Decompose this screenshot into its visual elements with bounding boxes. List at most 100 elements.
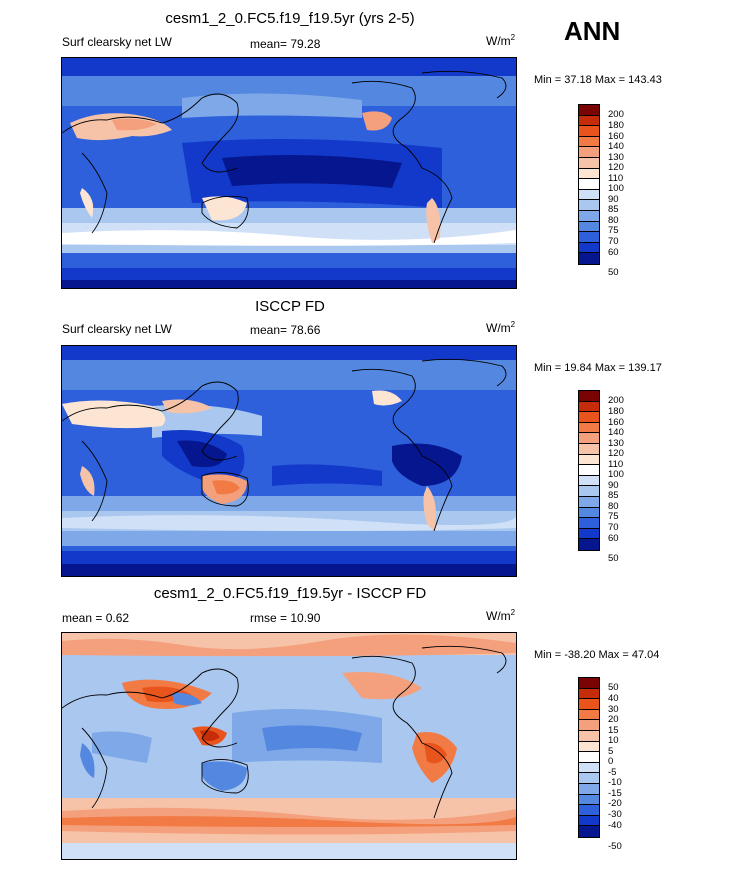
colorbar-swatch: [579, 412, 599, 423]
colorbar-swatch: [579, 433, 599, 444]
panel-2-title: ISCCP FD: [255, 298, 325, 315]
panel-1-units: W/m2: [486, 33, 516, 48]
colorbar-label: 15: [608, 725, 619, 736]
colorbar-swatch: [579, 391, 599, 402]
colorbar-swatch: [579, 147, 599, 158]
colorbar-label: -40: [608, 820, 622, 831]
colorbar-swatch: [579, 794, 599, 806]
colorbar-label: 200: [608, 395, 624, 406]
colorbar-label: 5: [608, 746, 614, 757]
colorbar-label: 10: [608, 735, 619, 746]
panel-1-colorbar: [578, 104, 600, 265]
colorbar-swatch: [579, 507, 599, 519]
colorbar-swatch: [579, 189, 599, 201]
colorbar-label: 130: [608, 438, 624, 449]
panel-3-map: [61, 632, 517, 860]
colorbar-swatch: [579, 401, 599, 413]
colorbar-label: 130: [608, 152, 624, 163]
colorbar-label: 75: [608, 225, 619, 236]
colorbar-label: 160: [608, 131, 624, 142]
colorbar-swatch: [579, 688, 599, 700]
colorbar-swatch: [579, 136, 599, 148]
panel-3-map-field: [62, 633, 516, 859]
panel-2-map: [61, 345, 517, 577]
colorbar-label: 20: [608, 714, 619, 725]
colorbar-label: 40: [608, 693, 619, 704]
colorbar-label: 80: [608, 215, 619, 226]
colorbar-label: 70: [608, 236, 619, 247]
colorbar-label: -30: [608, 809, 622, 820]
colorbar-swatch: [579, 475, 599, 487]
colorbar-swatch: [579, 752, 599, 763]
colorbar-swatch: [579, 783, 599, 795]
colorbar-swatch: [579, 709, 599, 721]
colorbar-label: 100: [608, 183, 624, 194]
colorbar-swatch: [579, 539, 599, 550]
colorbar-swatch: [579, 126, 599, 137]
colorbar-label: 90: [608, 480, 619, 491]
colorbar-swatch: [579, 496, 599, 508]
colorbar-label: 75: [608, 511, 619, 522]
panel-3-colorbar: [578, 677, 600, 838]
panel-3-title: cesm1_2_0.FC5.f19_f19.5yr - ISCCP FD: [153, 585, 427, 602]
panel-1-map-field: [62, 58, 516, 288]
colorbar-label: -50: [608, 841, 622, 852]
panel-3-minmax: Min = -38.20 Max = 47.04: [534, 649, 660, 661]
colorbar-label: 50: [608, 682, 619, 693]
colorbar-label: 30: [608, 704, 619, 715]
colorbar-label: 50: [608, 267, 619, 278]
colorbar-label: 110: [608, 173, 624, 184]
colorbar-swatch: [579, 253, 599, 264]
colorbar-swatch: [579, 105, 599, 116]
panel-1-map: [61, 57, 517, 289]
colorbar-swatch: [579, 443, 599, 455]
colorbar-swatch: [579, 762, 599, 774]
colorbar-label: 180: [608, 120, 624, 131]
panel-3-units: W/m2: [486, 608, 516, 623]
panel-3-rmse-label: rmse = 10.90: [250, 611, 321, 625]
season-label: ANN: [564, 16, 621, 46]
panel-2-variable-label: Surf clearsky net LW: [62, 322, 172, 336]
panel-1-variable-label: Surf clearsky net LW: [62, 35, 172, 49]
colorbar-swatch: [579, 200, 599, 211]
colorbar-label: 180: [608, 406, 624, 417]
colorbar-label: 80: [608, 501, 619, 512]
colorbar-label: 70: [608, 522, 619, 533]
colorbar-swatch: [579, 454, 599, 466]
colorbar-swatch: [579, 210, 599, 222]
colorbar-label: 110: [608, 459, 624, 470]
panel-2-colorbar: [578, 390, 600, 551]
colorbar-label: 200: [608, 109, 624, 120]
colorbar-swatch: [579, 741, 599, 753]
colorbar-swatch: [579, 221, 599, 233]
colorbar-label: 140: [608, 141, 624, 152]
colorbar-swatch: [579, 815, 599, 827]
colorbar-swatch: [579, 678, 599, 689]
colorbar-label: 90: [608, 194, 619, 205]
colorbar-swatch: [579, 168, 599, 180]
colorbar-label: 85: [608, 490, 619, 501]
panel-2-map-field: [62, 346, 516, 576]
panel-1-title: cesm1_2_0.FC5.f19_f19.5yr (yrs 2-5): [165, 10, 415, 27]
colorbar-label: 160: [608, 417, 624, 428]
colorbar-label: -15: [608, 788, 622, 799]
panel-2-mean-label: mean= 78.66: [250, 323, 321, 337]
panel-1-mean-label: mean= 79.28: [250, 37, 321, 51]
colorbar-swatch: [579, 179, 599, 190]
panel-3-mean-label: mean = 0.62: [62, 611, 130, 625]
panel-2-units: W/m2: [486, 320, 516, 335]
colorbar-swatch: [579, 157, 599, 169]
colorbar-label: 100: [608, 469, 624, 480]
colorbar-label: 140: [608, 427, 624, 438]
colorbar-swatch: [579, 699, 599, 710]
colorbar-label: 50: [608, 553, 619, 564]
colorbar-swatch: [579, 486, 599, 497]
colorbar-swatch: [579, 242, 599, 254]
colorbar-label: 60: [608, 247, 619, 258]
colorbar-swatch: [579, 518, 599, 529]
colorbar-label: 85: [608, 204, 619, 215]
colorbar-label: -10: [608, 777, 622, 788]
colorbar-label: 60: [608, 533, 619, 544]
colorbar-label: -5: [608, 767, 617, 778]
colorbar-swatch: [579, 730, 599, 742]
